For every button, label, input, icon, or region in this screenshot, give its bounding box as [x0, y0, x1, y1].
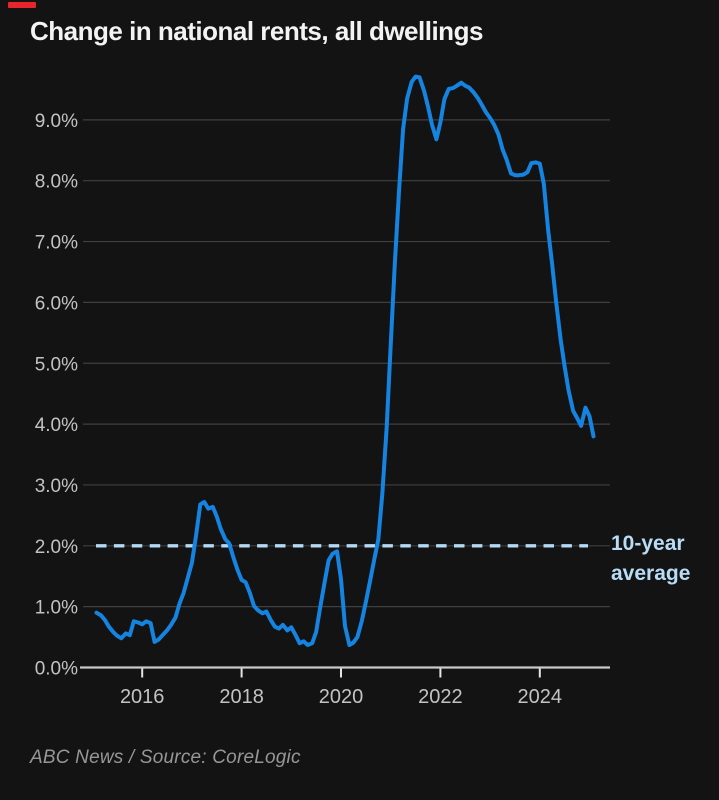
x-axis-label-2022: 2022 [418, 686, 463, 708]
y-axis-label-3pct: 3.0% [35, 476, 78, 497]
y-axis-label-7pct: 7.0% [35, 233, 78, 254]
y-axis-label-6pct: 6.0% [35, 293, 78, 314]
y-axis-label-2pct: 2.0% [35, 537, 78, 558]
y-axis-label-9pct: 9.0% [35, 111, 78, 132]
national-rents-series-line [94, 74, 596, 647]
x-axis-label-2020: 2020 [319, 686, 364, 708]
x-axis-label-2018: 2018 [219, 686, 264, 708]
y-axis-label-1pct: 1.0% [35, 598, 78, 619]
chart-title: Change in national rents, all dwellings [30, 16, 483, 46]
attribution-source-text: ABC News / Source: CoreLogic [30, 747, 301, 768]
ten-year-average-annotation-line2: average [611, 562, 691, 585]
x-axis-label-2016: 2016 [120, 686, 165, 708]
y-axis-label-8pct: 8.0% [35, 172, 78, 193]
ten-year-average-annotation-line1: 10-year [611, 532, 685, 555]
y-axis-label-4pct: 4.0% [35, 415, 78, 436]
abc-red-dash-logo [8, 2, 36, 8]
ten-year-average-annotation: 10-year average [611, 529, 690, 589]
x-axis-label-2024: 2024 [518, 686, 563, 708]
y-axis-label-0pct: 0.0% [35, 659, 78, 680]
y-axis-label-5pct: 5.0% [35, 354, 78, 375]
